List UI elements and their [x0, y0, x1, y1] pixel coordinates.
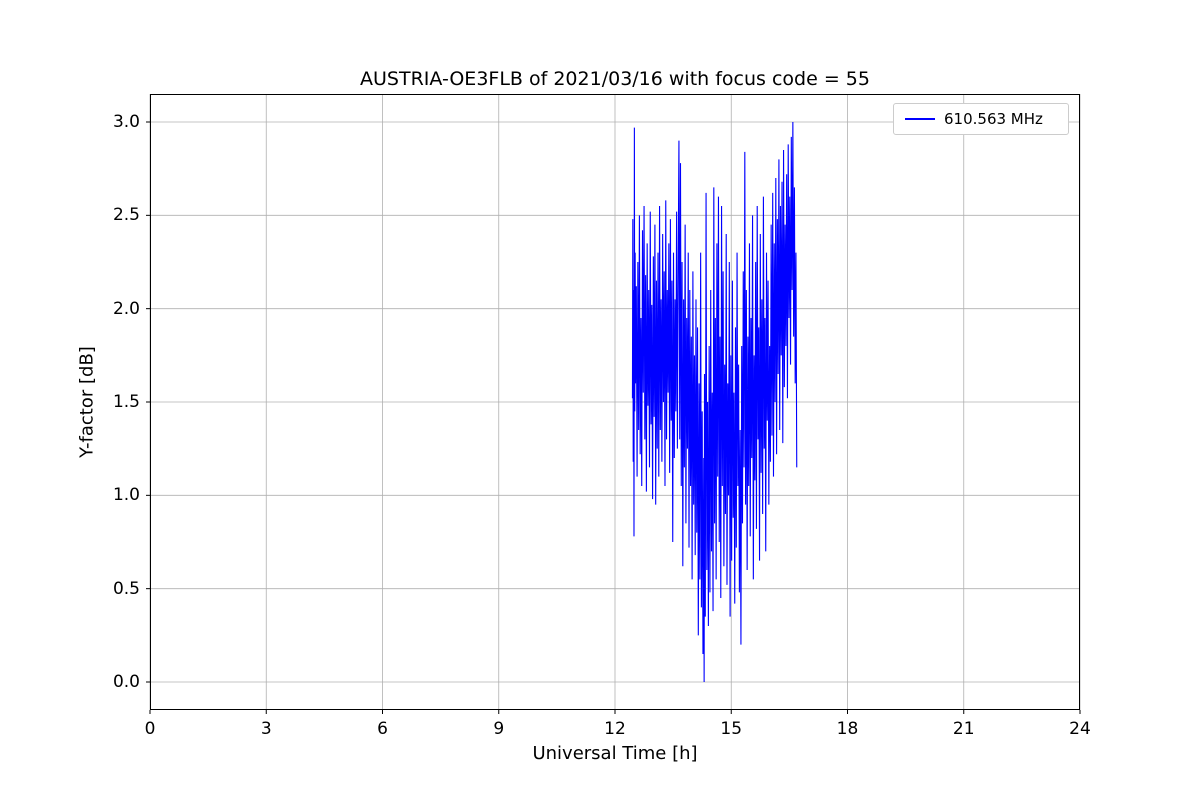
- x-tick-label: 18: [836, 719, 859, 739]
- y-tick-label: 1.5: [112, 392, 140, 412]
- chart-title: AUSTRIA-OE3FLB of 2021/03/16 with focus …: [360, 68, 870, 90]
- plot-border: [150, 94, 1080, 710]
- series-line: [631, 121, 798, 683]
- y-tick-label: 2.5: [112, 205, 140, 226]
- x-tick-label: 6: [377, 719, 388, 739]
- x-tick-label: 9: [493, 719, 505, 739]
- legend-label: 610.563 MHz: [944, 110, 1043, 128]
- legend-line-swatch: [905, 118, 935, 120]
- plot-area: [146, 94, 1081, 714]
- x-tick-label: 0: [144, 719, 156, 739]
- x-tick-label: 3: [260, 719, 272, 739]
- y-tick-label: 0.0: [112, 672, 140, 692]
- y-axis-label: Y-factor [dB]: [76, 346, 98, 458]
- y-tick-label: 0.5: [112, 578, 140, 599]
- x-tick-label: 24: [1069, 719, 1091, 739]
- x-tick-label: 21: [952, 719, 975, 739]
- y-tick-label: 2.0: [112, 298, 140, 319]
- legend: 610.563 MHz: [893, 103, 1069, 135]
- x-tick-label: 15: [720, 719, 743, 739]
- y-tick-label: 3.0: [112, 112, 140, 132]
- x-axis-label: Universal Time [h]: [532, 743, 698, 764]
- x-tick-label: 12: [604, 719, 626, 739]
- y-tick-label: 1.0: [112, 485, 140, 506]
